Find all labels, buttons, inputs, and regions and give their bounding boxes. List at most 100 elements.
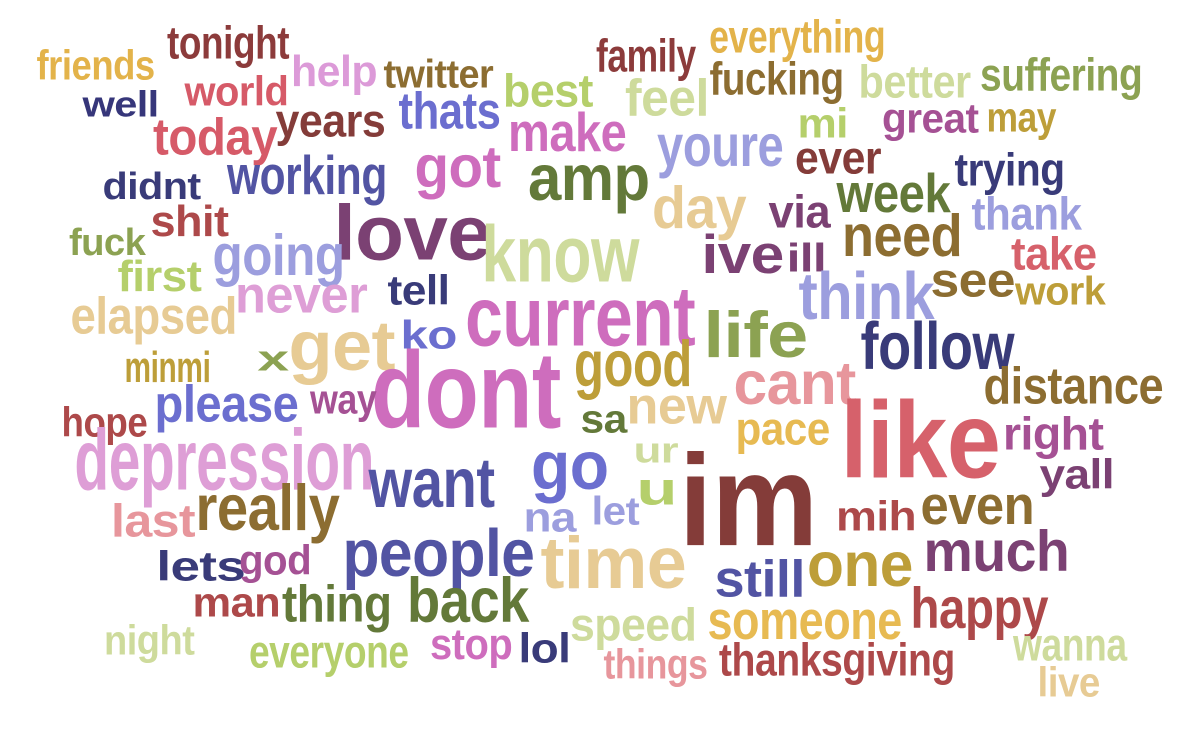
word-twitter: twitter [382, 50, 493, 97]
word-u: u [635, 462, 677, 515]
word-shit: shit [150, 197, 228, 247]
word-still: still [713, 550, 805, 609]
word-need: need [841, 203, 963, 269]
word-things: things [602, 641, 707, 689]
word-tell: tell [387, 267, 449, 315]
word-better: better [858, 55, 971, 108]
word-night: night [104, 617, 195, 665]
word-youre: youre [657, 113, 784, 179]
word-good: good [573, 328, 692, 400]
word-right: right [1002, 407, 1104, 460]
word-see: see [929, 253, 1015, 308]
word-love: love [333, 188, 491, 277]
word-really: really [194, 472, 339, 544]
word-please: please [154, 375, 298, 434]
word-man: man [192, 579, 280, 627]
word-fucking: fucking [709, 52, 844, 105]
word-take: take [1010, 227, 1097, 280]
word-let: let [591, 487, 639, 534]
word-fuck: fuck [68, 221, 146, 265]
word-mi: mi [796, 100, 848, 148]
word-may: may [985, 94, 1056, 142]
word-someone: someone [706, 589, 902, 651]
word-want: want [368, 442, 495, 522]
word-ill: ill [786, 234, 826, 281]
word-time: time [540, 522, 686, 605]
word-day: day [652, 175, 747, 241]
word-great: great [881, 95, 979, 143]
word-working: working [227, 144, 387, 206]
word-lol: lol [518, 625, 570, 673]
word-thanksgiving: thanksgiving [718, 633, 955, 686]
word-years: years [275, 94, 385, 147]
word-feel: feel [625, 69, 709, 128]
word-im: im [678, 427, 818, 573]
word-follow: follow [859, 307, 1014, 383]
word-thank: thank [971, 187, 1081, 240]
word-one: one [807, 529, 913, 600]
word-wanna: wanna [1012, 618, 1127, 671]
word-via: via [768, 185, 830, 238]
word-going: going [211, 223, 345, 287]
word-yall: yall [1038, 451, 1114, 499]
word-x: x [256, 337, 289, 379]
word-never: never [234, 266, 368, 325]
word-get: get [287, 305, 395, 385]
word-sa: sa [579, 395, 627, 442]
word-speed: speed [569, 598, 697, 651]
word-lets: lets [155, 543, 245, 591]
word-work: work [1014, 267, 1106, 314]
word-minmi: minmi [123, 343, 210, 393]
word-think: think [797, 257, 934, 333]
word-well: well [81, 83, 159, 125]
word-make: make [507, 101, 627, 163]
word-first: first [116, 252, 201, 302]
word-new: new [626, 377, 726, 436]
word-back: back [407, 565, 529, 636]
word-best: best [503, 64, 593, 117]
word-much: much [923, 519, 1069, 583]
word-help: help [290, 47, 378, 97]
word-cant: cant [732, 348, 856, 417]
word-ive: ive [700, 223, 784, 285]
word-got: got [413, 134, 501, 200]
word-didnt: didnt [101, 165, 201, 209]
word-current: current [465, 270, 696, 365]
word-live: live [1037, 659, 1100, 707]
word-tonight: tonight [167, 16, 290, 69]
word-elapsed: elapsed [69, 287, 237, 346]
word-today: today [153, 108, 278, 167]
word-ur: ur [632, 429, 678, 471]
word-thats: thats [397, 82, 501, 141]
word-depression: depression [73, 411, 374, 509]
word-pace: pace [734, 402, 830, 455]
word-dont: dont [371, 328, 561, 451]
word-way: way [310, 376, 377, 424]
word-go: go [531, 426, 609, 504]
word-amp: amp [527, 142, 650, 214]
word-world: world [183, 68, 288, 116]
word-ever: ever [794, 131, 882, 184]
word-thing: thing [281, 575, 392, 634]
word-stop: stop [430, 620, 513, 670]
word-distance: distance [983, 357, 1163, 416]
word-life: life [702, 299, 808, 371]
word-happy: happy [909, 576, 1048, 640]
word-people: people [341, 514, 534, 590]
word-family: family [596, 29, 696, 82]
word-know: know [481, 210, 639, 300]
word-ko: ko [399, 311, 457, 358]
word-even: even [920, 474, 1034, 536]
word-hope: hope [61, 399, 147, 447]
word-like: like [839, 378, 1000, 501]
word-mih: mih [835, 493, 917, 541]
word-everything: everything [709, 10, 886, 63]
word-trying: trying [954, 143, 1065, 196]
word-week: week [835, 162, 950, 224]
word-last: last [110, 494, 196, 547]
word-suffering: suffering [980, 48, 1143, 101]
word-god: god [238, 537, 312, 585]
word-na: na [522, 494, 576, 542]
word-friends: friends [36, 42, 155, 90]
